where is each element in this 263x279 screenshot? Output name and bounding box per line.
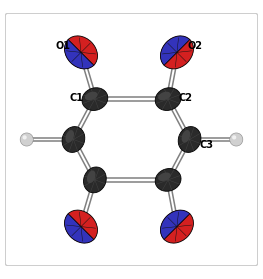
- Ellipse shape: [84, 167, 106, 193]
- Polygon shape: [160, 210, 190, 239]
- Text: O1: O1: [55, 41, 70, 51]
- Ellipse shape: [155, 88, 181, 110]
- Ellipse shape: [160, 36, 194, 69]
- Circle shape: [20, 133, 33, 146]
- Ellipse shape: [82, 88, 108, 110]
- Ellipse shape: [182, 130, 190, 143]
- Ellipse shape: [65, 130, 74, 143]
- Text: C2: C2: [178, 93, 192, 103]
- Circle shape: [23, 135, 27, 140]
- Ellipse shape: [160, 210, 194, 243]
- Text: C3: C3: [200, 140, 214, 150]
- Polygon shape: [64, 214, 94, 243]
- Ellipse shape: [158, 92, 171, 100]
- Circle shape: [230, 133, 243, 146]
- Ellipse shape: [178, 127, 201, 152]
- Ellipse shape: [64, 36, 98, 69]
- Ellipse shape: [85, 92, 98, 100]
- FancyBboxPatch shape: [5, 13, 258, 266]
- Circle shape: [232, 135, 236, 140]
- Ellipse shape: [158, 172, 171, 181]
- Text: O2: O2: [188, 41, 203, 51]
- Text: C1: C1: [70, 93, 84, 103]
- Ellipse shape: [64, 210, 98, 243]
- Polygon shape: [64, 40, 94, 69]
- Ellipse shape: [62, 127, 85, 152]
- Ellipse shape: [87, 170, 95, 183]
- Ellipse shape: [155, 169, 181, 191]
- Polygon shape: [160, 36, 190, 65]
